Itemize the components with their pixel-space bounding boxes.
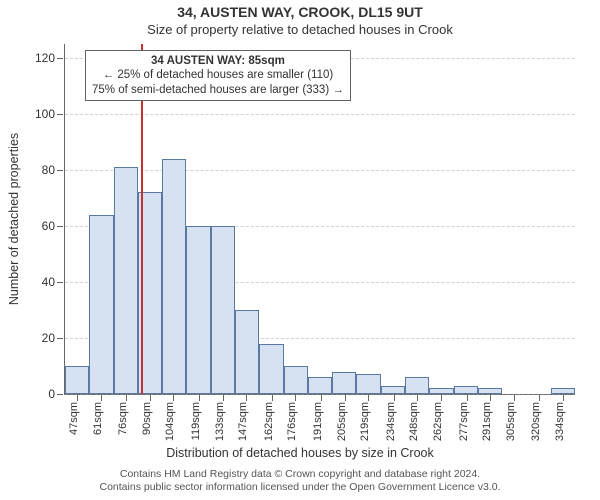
x-tick-label: 176sqm (286, 402, 298, 441)
x-tick-label: 47sqm (68, 402, 80, 435)
attribution-line: Contains HM Land Registry data © Crown c… (0, 468, 600, 481)
x-tick-label: 305sqm (505, 402, 517, 441)
histogram-bar (429, 388, 453, 394)
attribution: Contains HM Land Registry data © Crown c… (0, 468, 600, 494)
y-tick-label: 80 (42, 163, 55, 177)
histogram-bar (551, 388, 575, 394)
histogram-bar (405, 377, 429, 394)
y-axis-label: Number of detached properties (7, 133, 21, 305)
x-tick (441, 395, 442, 401)
x-tick-label: 277sqm (458, 402, 470, 441)
x-tick (394, 395, 395, 401)
x-tick (514, 395, 515, 401)
x-tick-label: 119sqm (190, 402, 202, 440)
x-tick-label: 162sqm (263, 402, 275, 441)
x-tick (417, 395, 418, 401)
y-tick (57, 394, 63, 395)
y-tick (57, 170, 63, 171)
x-tick (467, 395, 468, 401)
histogram-bar (454, 386, 478, 394)
x-tick (368, 395, 369, 401)
x-tick-label: 320sqm (530, 402, 542, 441)
histogram-bar (284, 366, 308, 394)
histogram-bar (308, 377, 332, 394)
y-tick-label: 0 (48, 387, 55, 401)
y-tick-label: 20 (42, 331, 55, 345)
x-tick (563, 395, 564, 401)
x-tick-label: 262sqm (432, 402, 444, 441)
x-tick-label: 219sqm (359, 402, 371, 441)
y-tick-label: 40 (42, 275, 55, 289)
histogram-bar (235, 310, 259, 394)
x-tick (77, 395, 78, 401)
x-tick (490, 395, 491, 401)
figure: 34, AUSTEN WAY, CROOK, DL15 9UT Size of … (0, 0, 600, 500)
x-axis-label: Distribution of detached houses by size … (0, 446, 600, 460)
y-tick-label: 120 (35, 51, 55, 65)
histogram-bar (478, 388, 502, 394)
x-tick (539, 395, 540, 401)
x-tick-label: 76sqm (117, 402, 129, 435)
x-tick (321, 395, 322, 401)
histogram-bar (332, 372, 356, 394)
x-tick (126, 395, 127, 401)
histogram-bar (114, 167, 138, 394)
x-tick-label: 147sqm (237, 402, 249, 441)
chart-subtitle: Size of property relative to detached ho… (0, 22, 600, 37)
y-tick (57, 226, 63, 227)
histogram-bar (186, 226, 210, 394)
x-tick-label: 61sqm (92, 402, 104, 435)
y-tick-label: 100 (35, 107, 55, 121)
plot-area: 02040608010012047sqm61sqm76sqm90sqm104sq… (64, 44, 575, 395)
histogram-bar (162, 159, 186, 394)
x-tick (101, 395, 102, 401)
callout-line: 75% of semi-detached houses are larger (… (92, 83, 344, 97)
x-tick-label: 291sqm (481, 402, 493, 441)
x-tick (345, 395, 346, 401)
x-tick-label: 334sqm (554, 402, 566, 441)
x-tick-label: 234sqm (385, 402, 397, 441)
histogram-bar (381, 386, 405, 394)
x-tick (272, 395, 273, 401)
x-tick (246, 395, 247, 401)
attribution-line: Contains public sector information licen… (0, 481, 600, 494)
histogram-bar (89, 215, 113, 394)
histogram-bar (356, 374, 380, 394)
y-tick (57, 114, 63, 115)
y-tick-label: 60 (42, 219, 55, 233)
histogram-bar (211, 226, 235, 394)
x-tick (295, 395, 296, 401)
y-tick (57, 338, 63, 339)
callout-line: ← 25% of detached houses are smaller (11… (92, 68, 344, 82)
histogram-bar (65, 366, 89, 394)
histogram-bar (259, 344, 283, 394)
x-tick (150, 395, 151, 401)
x-tick-label: 90sqm (141, 402, 153, 435)
x-tick-label: 133sqm (214, 402, 226, 441)
x-tick-label: 205sqm (336, 402, 348, 441)
y-tick (57, 58, 63, 59)
x-tick-label: 104sqm (164, 402, 176, 441)
y-tick (57, 282, 63, 283)
x-tick (223, 395, 224, 401)
chart-title: 34, AUSTEN WAY, CROOK, DL15 9UT (0, 4, 600, 20)
x-tick-label: 191sqm (312, 402, 324, 441)
callout-title: 34 AUSTEN WAY: 85sqm (92, 54, 344, 68)
x-tick (173, 395, 174, 401)
x-tick (199, 395, 200, 401)
callout-box: 34 AUSTEN WAY: 85sqm← 25% of detached ho… (85, 50, 351, 101)
x-tick-label: 248sqm (408, 402, 420, 441)
